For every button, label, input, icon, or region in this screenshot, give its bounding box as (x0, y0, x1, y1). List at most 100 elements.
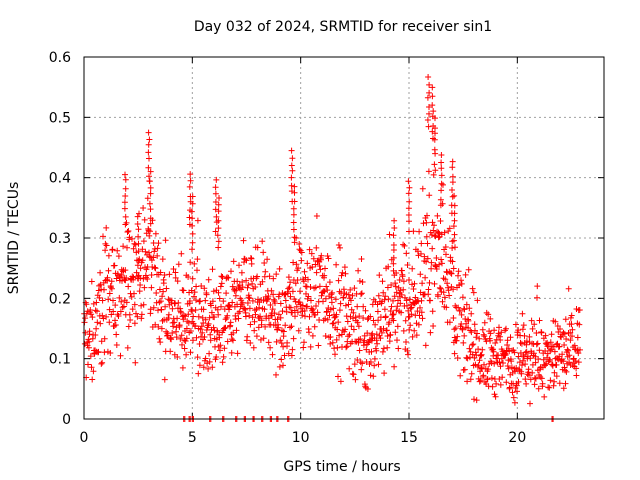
data-point (247, 340, 254, 346)
data-point (304, 303, 311, 310)
data-point (278, 356, 285, 363)
data-point (135, 257, 142, 264)
data-point (442, 244, 449, 250)
data-point (141, 284, 148, 291)
data-point (165, 315, 172, 322)
data-point (256, 304, 263, 311)
data-point (98, 360, 105, 367)
data-point (341, 264, 348, 271)
data-point (355, 267, 362, 274)
data-point (292, 313, 298, 320)
data-point (531, 321, 538, 328)
data-point (153, 290, 160, 296)
data-point (576, 307, 583, 313)
data-point (131, 301, 138, 308)
data-point (105, 296, 112, 303)
data-point (568, 312, 575, 319)
data-point (140, 238, 147, 245)
data-point (375, 317, 382, 324)
data-point (497, 337, 504, 343)
data-point (310, 255, 317, 262)
data-point (346, 365, 353, 372)
data-point (308, 250, 315, 257)
data-point (335, 277, 342, 284)
data-point (145, 141, 152, 148)
data-point (385, 263, 392, 270)
data-point (334, 344, 341, 351)
data-point (539, 380, 546, 387)
data-point (431, 232, 438, 239)
data-point (105, 267, 112, 274)
data-point (449, 193, 456, 200)
data-point (390, 232, 397, 239)
data-point (348, 297, 354, 304)
data-point (438, 180, 445, 187)
data-point (130, 274, 137, 281)
data-point (485, 366, 492, 373)
data-point (468, 329, 475, 336)
data-point (337, 378, 344, 385)
data-point (249, 314, 256, 321)
data-point (189, 222, 196, 229)
data-point (335, 319, 342, 326)
data-point (156, 335, 163, 342)
data-point (121, 199, 128, 206)
data-point (448, 270, 455, 277)
data-point (132, 241, 139, 248)
data-point (349, 292, 356, 299)
data-point (158, 325, 165, 332)
data-point (121, 205, 128, 212)
data-point (307, 343, 314, 350)
data-point (451, 217, 458, 224)
data-point (235, 315, 242, 322)
data-point (286, 284, 293, 291)
data-point (429, 245, 436, 252)
data-point (498, 329, 505, 336)
data-point (455, 304, 462, 311)
data-point (375, 292, 382, 299)
data-point (491, 391, 498, 398)
data-point (157, 339, 164, 346)
data-point (239, 279, 246, 285)
data-point (532, 375, 539, 382)
data-point (488, 375, 495, 382)
data-point (350, 326, 357, 333)
data-point (174, 278, 181, 285)
data-point (371, 355, 378, 362)
data-point (107, 350, 114, 356)
data-point (211, 314, 218, 321)
data-point (134, 213, 141, 220)
data-point (425, 123, 432, 130)
data-point (487, 337, 494, 344)
data-point (364, 386, 371, 392)
data-point (358, 366, 365, 373)
data-point (146, 253, 153, 260)
data-point (332, 351, 338, 358)
data-point (534, 340, 541, 347)
data-point (218, 273, 225, 280)
data-point (152, 321, 159, 328)
data-point (100, 233, 106, 240)
data-point (452, 325, 459, 332)
data-point (385, 296, 392, 303)
data-point (478, 351, 485, 358)
data-point (131, 320, 138, 327)
data-point (343, 313, 350, 320)
data-point (280, 328, 287, 335)
data-point (403, 250, 410, 257)
data-point (92, 332, 99, 338)
data-point (104, 274, 111, 281)
data-point (525, 366, 532, 373)
data-point (565, 285, 572, 292)
data-point (215, 225, 222, 232)
data-point (103, 224, 110, 231)
data-point (455, 268, 462, 275)
data-point (188, 287, 195, 294)
data-point (386, 338, 393, 345)
data-point (185, 274, 192, 280)
data-point (122, 171, 128, 178)
data-point (88, 364, 95, 371)
data-point (438, 159, 445, 166)
data-point (167, 348, 174, 355)
data-point (288, 323, 295, 330)
